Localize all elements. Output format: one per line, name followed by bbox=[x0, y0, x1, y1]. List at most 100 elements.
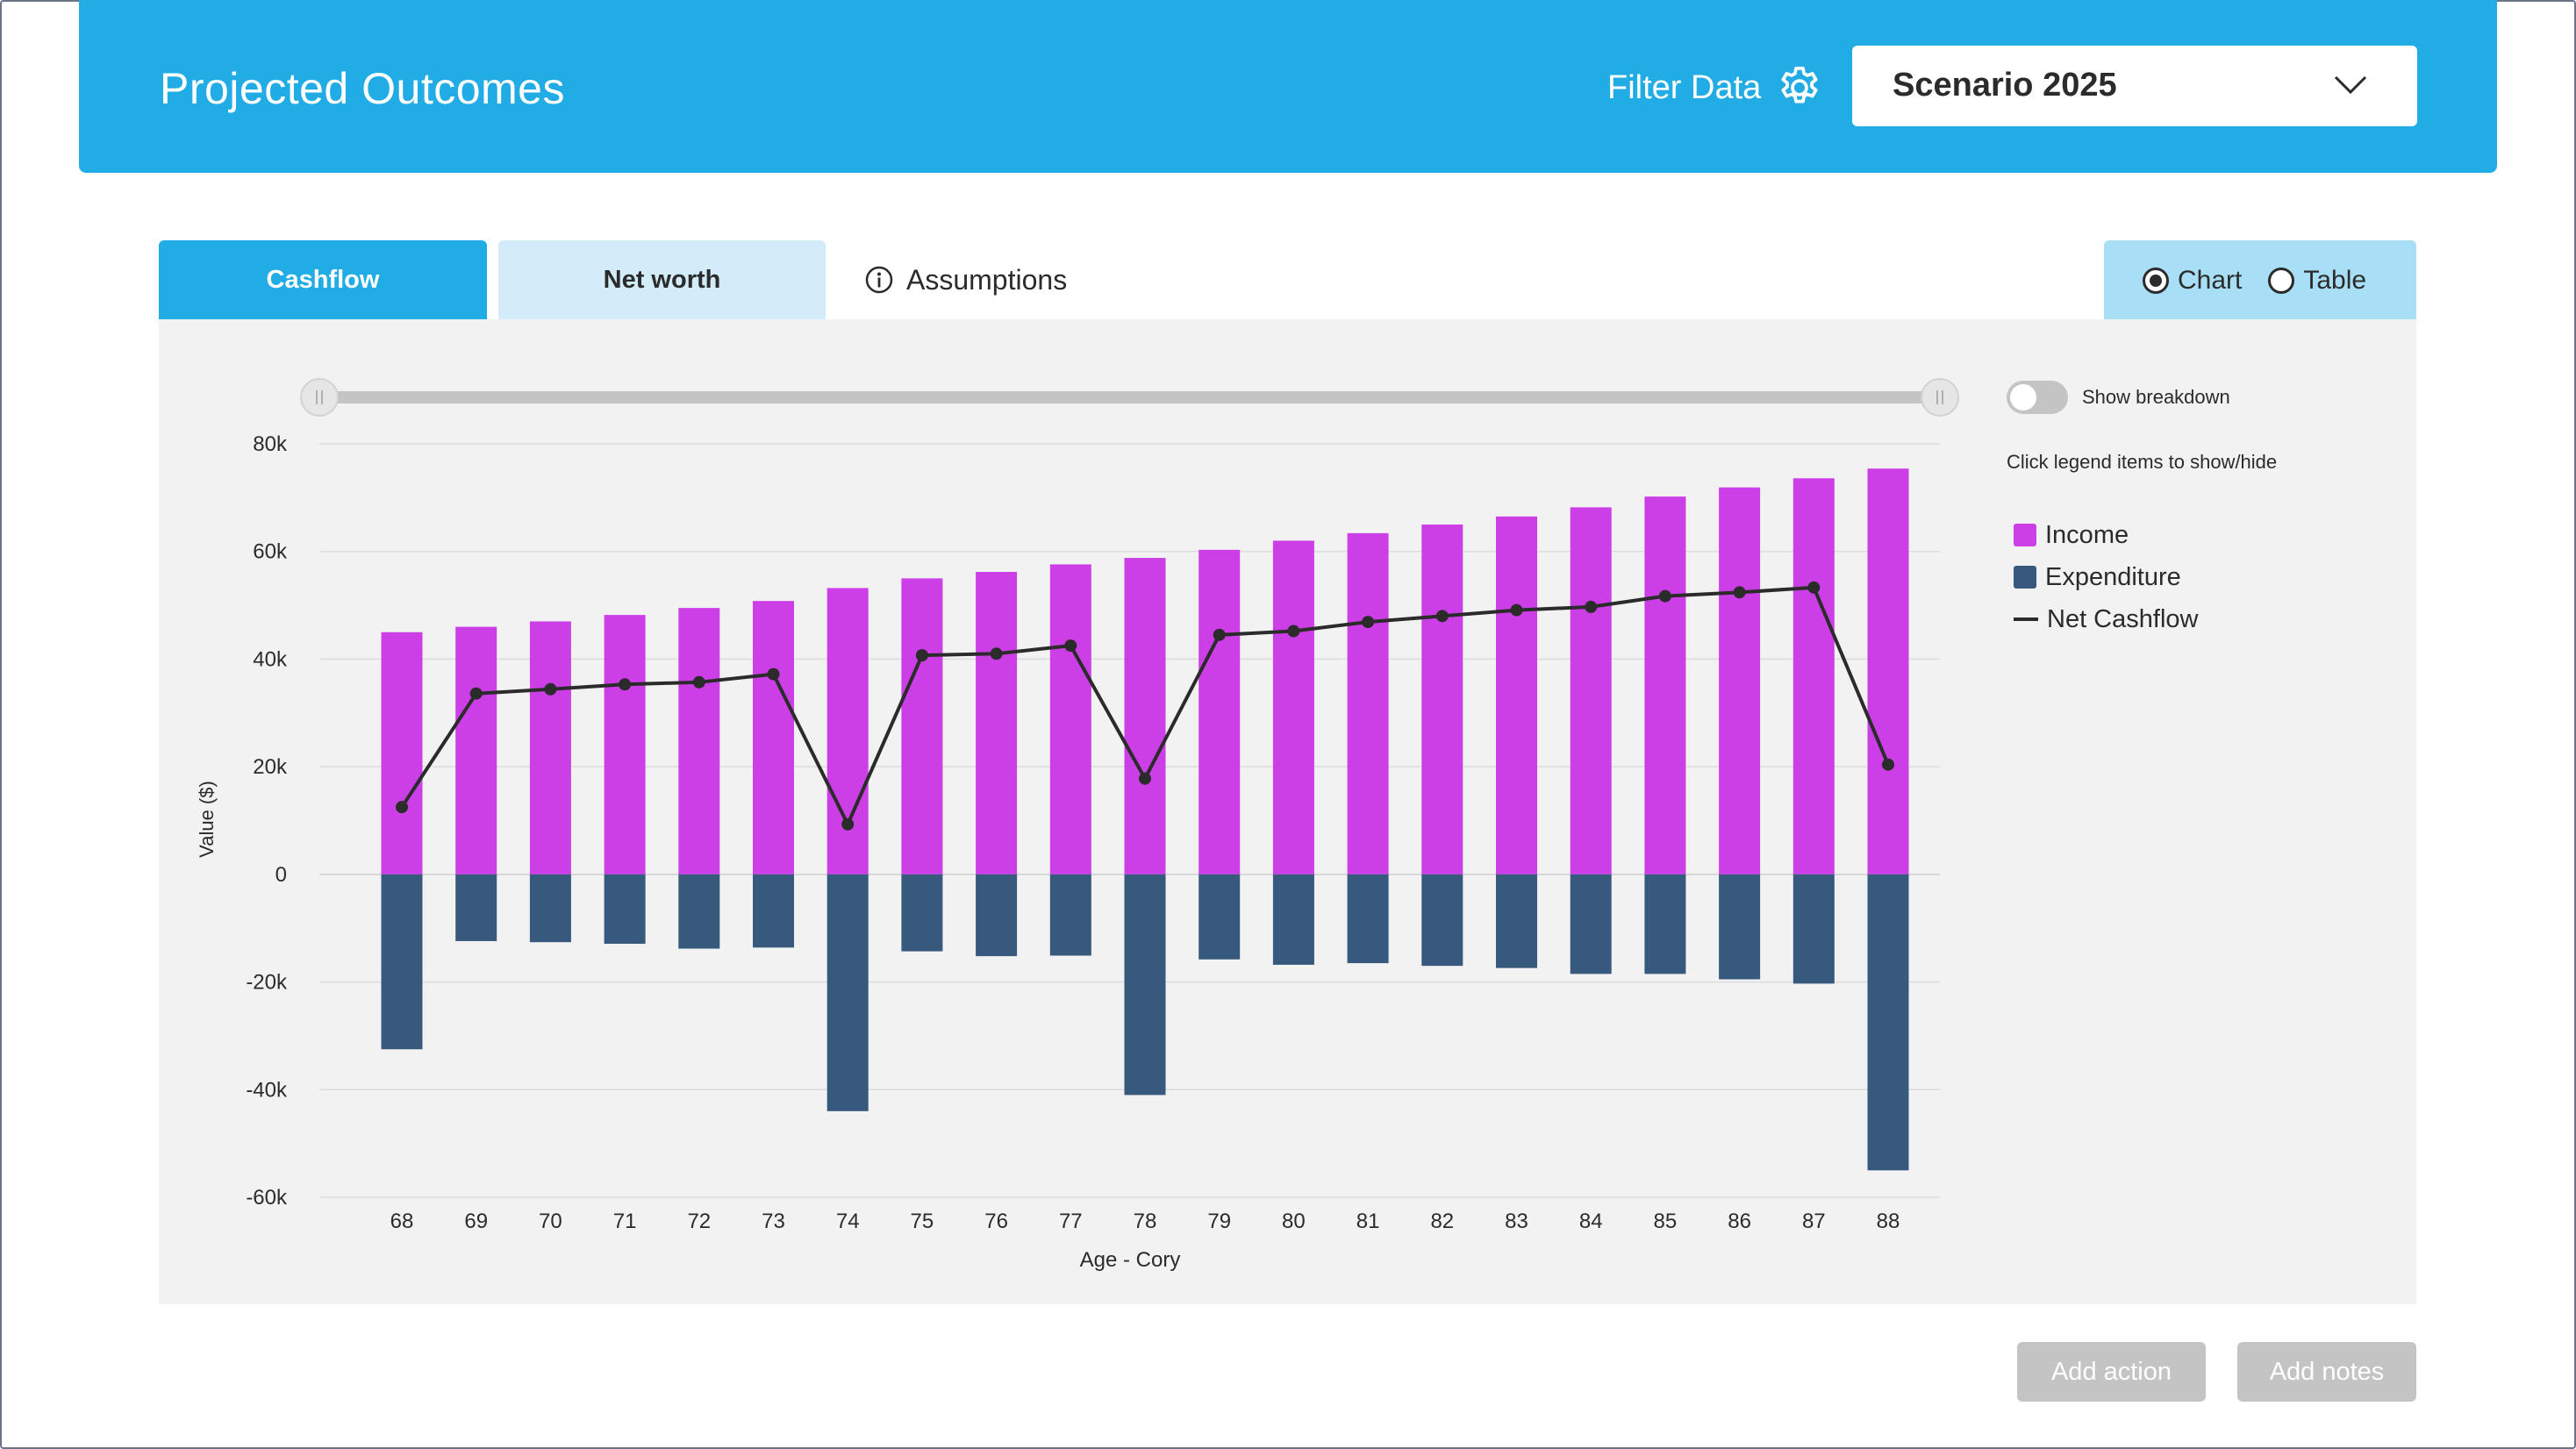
switch-knob bbox=[2010, 384, 2036, 410]
view-table-label: Table bbox=[2303, 266, 2367, 295]
scenario-dropdown[interactable]: Scenario 2025 bbox=[1852, 46, 2417, 126]
tab-cashflow[interactable]: Cashflow bbox=[159, 240, 487, 319]
cashflow-chart: 80k 60k 40k 20k 0 -20k -40k -60k 68 69 70 71 72 73 74… bbox=[196, 378, 1959, 1272]
net-cashflow-point bbox=[1585, 600, 1598, 613]
net-cashflow-point bbox=[1139, 772, 1151, 785]
y-tick-label: 20k bbox=[253, 755, 288, 779]
net-cashflow-point bbox=[1807, 581, 1821, 594]
income-bar bbox=[1496, 516, 1537, 874]
legend-swatch-income bbox=[2014, 524, 2036, 546]
income-bar bbox=[1719, 487, 1761, 874]
y-tick-label: -20k bbox=[246, 971, 288, 995]
net-cashflow-point bbox=[1435, 610, 1449, 623]
y-tick-label: 0 bbox=[275, 863, 287, 887]
expenditure-bar bbox=[1496, 874, 1537, 968]
income-bar bbox=[1867, 468, 1909, 874]
gear-icon bbox=[1781, 66, 1818, 104]
legend-label-net-cashflow: Net Cashflow bbox=[2047, 604, 2199, 633]
net-cashflow-point bbox=[915, 649, 928, 662]
expenditure-bar bbox=[1421, 874, 1463, 967]
net-cashflow-point bbox=[1882, 758, 1894, 771]
tab-cashflow-label: Cashflow bbox=[266, 265, 380, 294]
legend-swatch-net-cashflow bbox=[2014, 617, 2038, 621]
tab-assumptions-label: Assumptions bbox=[906, 263, 1068, 296]
chart-panel: 80k 60k 40k 20k 0 -20k -40k -60k 68 69 70 71 72 73 74… bbox=[159, 319, 2416, 1304]
x-axis-title: Age - Cory bbox=[1080, 1248, 1181, 1272]
net-cashflow-point bbox=[1362, 616, 1375, 629]
view-chart-option[interactable]: Chart bbox=[2143, 266, 2242, 296]
y-tick-label: -60k bbox=[246, 1186, 288, 1210]
slider-handle-left[interactable] bbox=[300, 378, 339, 417]
x-tick-label: 80 bbox=[1282, 1210, 1306, 1233]
view-table-option[interactable]: Table bbox=[2268, 266, 2366, 296]
expenditure-bar bbox=[1644, 874, 1686, 974]
net-cashflow-point bbox=[1213, 628, 1226, 641]
chevron-down-icon bbox=[2334, 75, 2367, 95]
x-tick-label: 77 bbox=[1059, 1210, 1083, 1233]
show-breakdown-label: Show breakdown bbox=[2082, 386, 2230, 408]
income-bar bbox=[1347, 532, 1389, 874]
tab-assumptions[interactable]: Assumptions bbox=[864, 240, 1092, 319]
expenditure-bar bbox=[604, 874, 646, 945]
income-bar bbox=[604, 615, 646, 874]
expenditure-bar bbox=[1272, 874, 1314, 965]
x-tick-label: 79 bbox=[1207, 1210, 1231, 1233]
tab-net-worth[interactable]: Net worth bbox=[498, 240, 826, 319]
slider-track[interactable] bbox=[319, 391, 1940, 403]
add-action-button[interactable]: Add action bbox=[2017, 1342, 2206, 1402]
net-cashflow-point bbox=[692, 675, 705, 689]
view-chart-label: Chart bbox=[2178, 266, 2243, 295]
x-tick-label: 73 bbox=[762, 1210, 785, 1233]
income-bar bbox=[1199, 549, 1241, 874]
legend-item-net-cashflow[interactable]: Net Cashflow bbox=[2014, 598, 2198, 640]
y-axis-title: Value ($) bbox=[196, 781, 218, 858]
x-tick-label: 76 bbox=[984, 1210, 1008, 1233]
x-tick-label: 74 bbox=[836, 1210, 860, 1233]
tab-net-worth-label: Net worth bbox=[603, 265, 721, 294]
net-cashflow-point bbox=[1287, 625, 1300, 638]
net-cashflow-point bbox=[1658, 589, 1671, 603]
expenditure-bar bbox=[381, 874, 423, 1050]
income-bar bbox=[1124, 558, 1166, 874]
income-bar bbox=[381, 632, 423, 874]
income-bar bbox=[529, 621, 571, 874]
expenditure-bar bbox=[1719, 874, 1761, 980]
page-title: Projected Outcomes bbox=[160, 64, 565, 113]
y-tick-label: 80k bbox=[253, 432, 288, 456]
legend-hint: Click legend items to show/hide bbox=[2007, 451, 2278, 473]
range-slider[interactable] bbox=[300, 378, 1959, 417]
income-bar bbox=[1644, 496, 1686, 874]
income-bar bbox=[1792, 478, 1835, 874]
expenditure-bar bbox=[826, 874, 869, 1111]
legend-item-income[interactable]: Income bbox=[2014, 514, 2198, 556]
x-tick-label: 75 bbox=[911, 1210, 934, 1233]
x-tick-label: 87 bbox=[1802, 1210, 1826, 1233]
add-notes-button[interactable]: Add notes bbox=[2237, 1342, 2416, 1402]
income-bar bbox=[455, 626, 497, 874]
x-tick-label: 78 bbox=[1134, 1210, 1157, 1233]
income-bar bbox=[1570, 507, 1612, 874]
income-bar bbox=[678, 608, 720, 874]
x-tick-label: 83 bbox=[1505, 1210, 1528, 1233]
expenditure-bar bbox=[1124, 874, 1166, 1096]
net-cashflow-point bbox=[1064, 639, 1077, 653]
expenditure-bar bbox=[1867, 874, 1909, 1171]
x-tick-label: 88 bbox=[1877, 1210, 1900, 1233]
expenditure-bar bbox=[678, 874, 720, 949]
legend-item-expenditure[interactable]: Expenditure bbox=[2014, 556, 2198, 598]
breakdown-switch[interactable] bbox=[2007, 381, 2068, 414]
expenditure-bar bbox=[1570, 874, 1612, 974]
net-cashflow-point bbox=[990, 647, 1003, 660]
net-cashflow-point bbox=[1733, 586, 1746, 599]
y-tick-label: 60k bbox=[253, 540, 288, 564]
expenditure-bar bbox=[1049, 874, 1091, 956]
x-tick-label: 82 bbox=[1430, 1210, 1454, 1233]
radio-chart[interactable] bbox=[2143, 268, 2169, 294]
header-bar: Projected Outcomes Filter Data Scenario … bbox=[79, 0, 2497, 173]
filter-data-button[interactable]: Filter Data bbox=[1607, 63, 1824, 112]
show-breakdown-toggle[interactable]: Show breakdown bbox=[2007, 381, 2230, 414]
slider-handle-right[interactable] bbox=[1921, 378, 1959, 417]
info-icon bbox=[865, 266, 893, 294]
radio-table[interactable] bbox=[2268, 268, 2295, 294]
expenditure-bar bbox=[1792, 874, 1835, 984]
